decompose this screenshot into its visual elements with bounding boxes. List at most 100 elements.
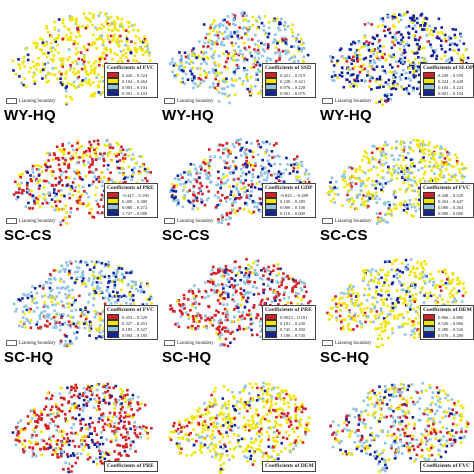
grid-cell — [87, 203, 90, 207]
legend-item: 1.180 – 0.745 — [265, 331, 313, 339]
grid-cell — [276, 281, 280, 284]
grid-cell — [239, 154, 243, 157]
grid-cell — [83, 65, 87, 69]
grid-cell — [360, 68, 364, 72]
grid-cell — [50, 50, 54, 53]
grid-cell — [360, 79, 364, 82]
grid-cell — [227, 151, 231, 154]
grid-cell — [202, 45, 205, 48]
grid-cell — [239, 196, 243, 199]
grid-cell — [79, 51, 83, 54]
grid-cell — [221, 19, 225, 22]
grid-cell — [432, 154, 435, 158]
grid-cell — [370, 50, 373, 53]
grid-cell — [59, 342, 62, 345]
grid-cell — [385, 279, 388, 283]
grid-cell — [261, 158, 264, 162]
grid-cell — [247, 38, 250, 41]
grid-cell — [89, 69, 93, 72]
grid-cell — [275, 296, 279, 300]
grid-cell — [444, 286, 448, 290]
grid-cell — [391, 302, 395, 305]
grid-cell — [113, 52, 116, 55]
grid-cell — [217, 100, 221, 103]
grid-cell — [404, 190, 407, 193]
grid-cell — [250, 212, 254, 215]
grid-cell — [212, 82, 215, 85]
grid-cell — [111, 295, 114, 299]
grid-cell — [367, 43, 370, 47]
grid-cell — [102, 51, 106, 55]
grid-cell — [39, 327, 43, 331]
grid-cell — [118, 171, 121, 175]
grid-cell — [247, 29, 250, 33]
grid-cell — [106, 168, 110, 171]
grid-cell — [113, 450, 116, 453]
grid-cell — [70, 426, 73, 430]
grid-cell — [121, 277, 124, 281]
grid-cell — [375, 77, 379, 81]
grid-cell — [117, 458, 120, 461]
grid-cell — [352, 85, 355, 88]
grid-cell — [71, 193, 75, 197]
grid-cell — [410, 283, 414, 286]
grid-cell — [242, 165, 246, 169]
grid-cell — [66, 314, 70, 317]
grid-cell — [50, 412, 54, 416]
grid-cell — [12, 193, 16, 196]
boundary-swatch — [322, 218, 333, 224]
grid-cell — [70, 309, 73, 313]
grid-cell — [125, 35, 128, 38]
grid-cell — [24, 325, 28, 329]
grid-cell — [102, 310, 105, 313]
grid-cell — [21, 188, 24, 192]
grid-cell — [182, 69, 185, 73]
grid-cell — [415, 292, 418, 296]
grid-cell — [423, 170, 427, 174]
grid-cell — [380, 55, 384, 59]
grid-cell — [144, 39, 148, 43]
grid-cell — [64, 77, 67, 80]
grid-cell — [376, 182, 380, 185]
grid-cell — [262, 274, 265, 277]
grid-cell — [354, 167, 358, 171]
grid-cell — [76, 456, 79, 460]
grid-cell — [247, 280, 250, 283]
grid-cell — [250, 38, 254, 41]
grid-cell — [71, 156, 75, 160]
grid-cell — [180, 56, 183, 60]
grid-cell — [83, 163, 86, 167]
grid-cell — [235, 188, 239, 192]
grid-cell — [226, 20, 229, 24]
grid-cell — [86, 24, 89, 28]
grid-cell — [202, 52, 206, 56]
grid-cell — [178, 178, 182, 181]
grid-cell — [249, 322, 253, 326]
grid-cell — [233, 145, 236, 149]
grid-cell — [425, 60, 428, 64]
grid-cell — [226, 35, 229, 38]
grid-cell — [109, 143, 113, 147]
grid-cell — [58, 58, 62, 61]
grid-cell — [125, 301, 128, 305]
grid-cell — [124, 29, 128, 32]
grid-cell — [84, 70, 88, 73]
grid-cell — [140, 288, 144, 292]
grid-cell — [350, 317, 354, 320]
grid-cell — [379, 17, 383, 21]
grid-cell — [245, 33, 248, 36]
grid-cell — [252, 271, 255, 275]
grid-cell — [76, 139, 80, 143]
grid-cell — [42, 186, 46, 189]
grid-cell — [362, 155, 366, 158]
grid-cell — [67, 470, 70, 474]
grid-cell — [91, 391, 94, 394]
boundary-label: Liaoning boundary — [335, 98, 372, 104]
grid-cell — [120, 166, 124, 170]
grid-cell — [348, 309, 351, 312]
grid-cell — [298, 40, 301, 43]
grid-cell — [215, 309, 218, 312]
grid-cell — [263, 166, 267, 170]
grid-cell — [268, 142, 272, 146]
grid-cell — [45, 55, 49, 59]
